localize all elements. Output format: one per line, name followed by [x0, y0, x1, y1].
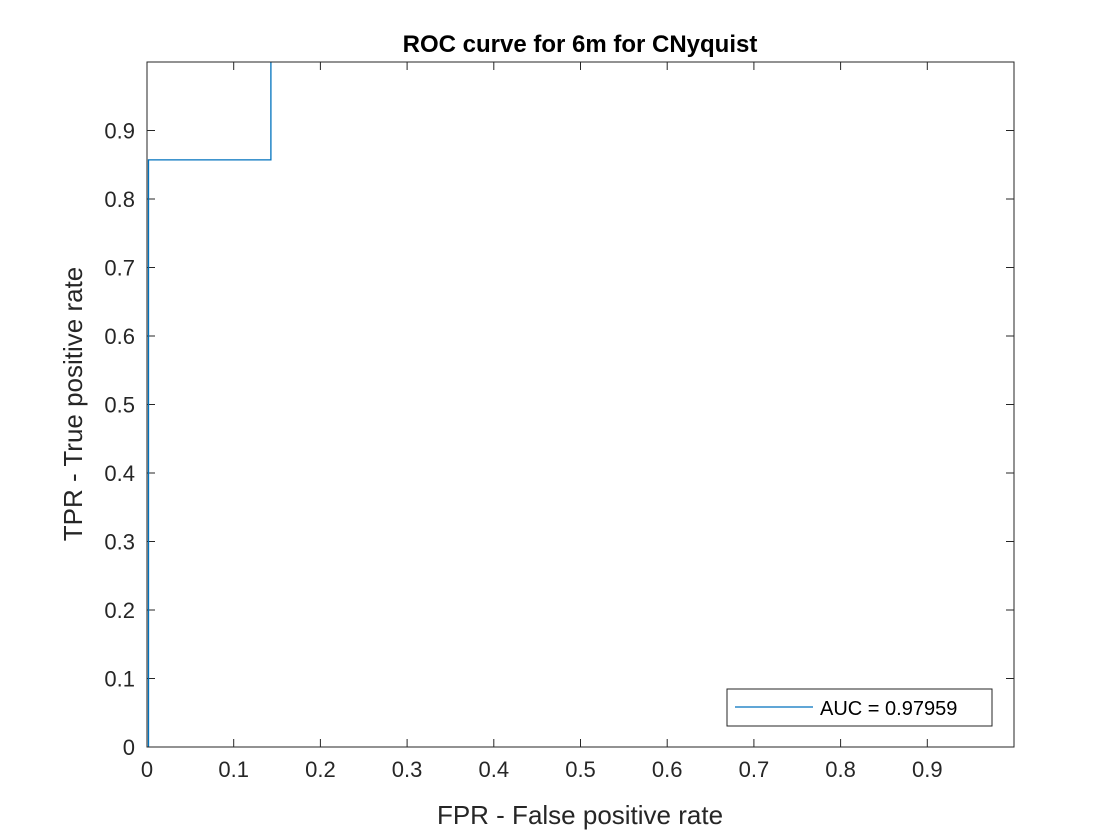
- x-tick-label: 0.4: [479, 757, 510, 782]
- x-axis-title: FPR - False positive rate: [437, 800, 723, 830]
- chart-title: ROC curve for 6m for CNyquist: [403, 31, 758, 58]
- x-tick-label: 0.1: [218, 757, 249, 782]
- series-layer: [147, 62, 272, 747]
- roc-curve-line: [147, 62, 272, 747]
- x-tick-label: 0.9: [912, 757, 943, 782]
- y-tick-label: 0.4: [104, 461, 135, 486]
- y-tick-label: 0.1: [104, 667, 135, 692]
- plot-frame: [146, 61, 1015, 748]
- y-tick-label: 0.8: [104, 187, 135, 212]
- legend: AUC = 0.97959: [726, 688, 993, 727]
- x-tick-label: 0.2: [305, 757, 336, 782]
- x-tick-label: 0.5: [565, 757, 596, 782]
- y-tick-label: 0.5: [104, 393, 135, 418]
- y-tick-label: 0.9: [104, 119, 135, 144]
- y-tick-label: 0: [123, 735, 135, 760]
- x-tick-label: 0: [141, 757, 153, 782]
- ticks-layer: 0 0.1 0.2 0.3 0.4 0.5 0.6 0.7 0.8 0.9 0 0.1 0.2 0.3 0.…: [104, 62, 1014, 782]
- x-tick-label: 0.7: [739, 757, 770, 782]
- x-tick-label: 0.8: [825, 757, 856, 782]
- x-tick-label: 0.6: [652, 757, 683, 782]
- x-tick-label: 0.3: [392, 757, 423, 782]
- y-tick-label: 0.7: [104, 256, 135, 281]
- y-tick-label: 0.3: [104, 530, 135, 555]
- y-axis-title: TPR - True positive rate: [58, 267, 88, 542]
- legend-label: AUC = 0.97959: [820, 698, 957, 720]
- plot-area: [147, 62, 1014, 747]
- y-tick-label: 0.6: [104, 324, 135, 349]
- y-tick-label: 0.2: [104, 598, 135, 623]
